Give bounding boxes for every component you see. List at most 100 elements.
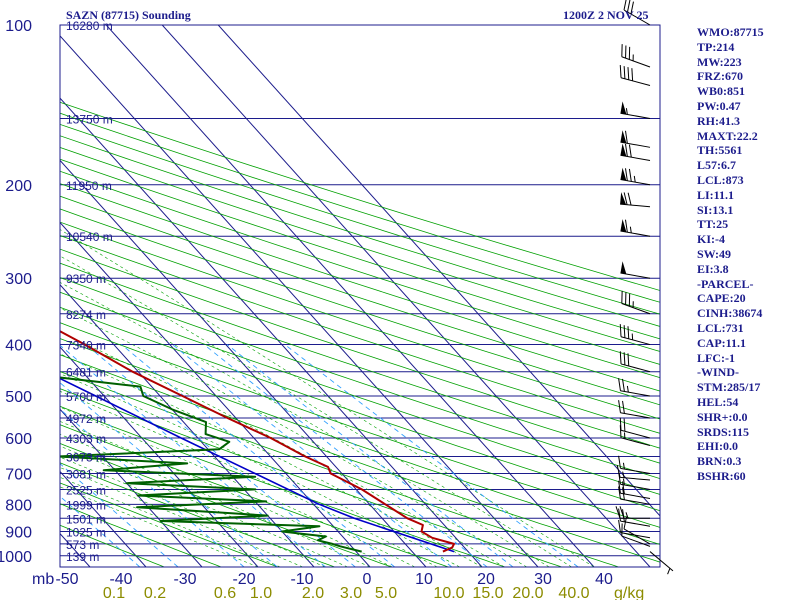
mixing-ratio-line bbox=[172, 344, 453, 567]
pressure-label: 900 bbox=[5, 524, 32, 541]
plot-frame bbox=[59, 24, 661, 568]
dry-adiabat bbox=[60, 146, 660, 340]
height-label: 7340 m bbox=[66, 339, 106, 353]
isotherm-line bbox=[60, 346, 259, 567]
moist-adiabat bbox=[60, 229, 595, 567]
index-item: BRN:0.3 bbox=[697, 454, 742, 469]
pressure-label: 400 bbox=[5, 338, 32, 355]
wind-barb bbox=[620, 219, 651, 237]
isotherm-line bbox=[105, 25, 595, 567]
moist-adiabat bbox=[60, 433, 371, 567]
height-label: 1025 m bbox=[66, 525, 106, 539]
wind-barb bbox=[618, 455, 651, 475]
index-item: LCL:873 bbox=[697, 172, 744, 187]
moist-adiabat bbox=[60, 467, 303, 567]
mixing-ratio-line bbox=[284, 344, 579, 567]
dry-adiabat bbox=[60, 277, 660, 480]
dry-adiabat bbox=[60, 248, 660, 449]
moist-adiabat bbox=[60, 421, 393, 567]
dry-adiabat bbox=[60, 503, 222, 567]
mixing-ratio-line bbox=[203, 344, 488, 567]
isotherm-line bbox=[60, 408, 203, 567]
index-item: TP:214 bbox=[697, 39, 735, 54]
moist-adiabat bbox=[60, 353, 483, 567]
mixing-ratio-line bbox=[60, 382, 278, 567]
dry-adiabat bbox=[60, 524, 165, 567]
pressure-label: 100 bbox=[5, 18, 32, 35]
pressure-label: 800 bbox=[5, 497, 32, 514]
wind-barb bbox=[618, 519, 651, 539]
index-item: SRDS:115 bbox=[697, 424, 750, 439]
dry-adiabat bbox=[60, 424, 449, 567]
mixing-ratio-line bbox=[60, 408, 245, 567]
height-label: 16280 m bbox=[66, 19, 113, 33]
height-label: 8274 m bbox=[66, 308, 106, 322]
dry-adiabat bbox=[60, 482, 279, 567]
temperature-tick-label: 0 bbox=[363, 571, 372, 588]
wind-barb bbox=[620, 130, 651, 148]
index-item: MW:223 bbox=[697, 54, 742, 69]
wind-barb bbox=[620, 192, 651, 208]
index-item: CAPE:20 bbox=[697, 291, 746, 306]
height-label: 3081 m bbox=[66, 468, 106, 482]
temperature-tick-label: -50 bbox=[55, 571, 78, 588]
pressure-label: 300 bbox=[5, 271, 32, 288]
dry-adiabat bbox=[60, 135, 660, 327]
moist-adiabat bbox=[60, 282, 550, 567]
temperature-tick-label: 40 bbox=[595, 571, 613, 588]
moist-adiabat bbox=[60, 406, 415, 567]
index-item: LI:11.1 bbox=[697, 187, 735, 202]
index-item: FRZ:670 bbox=[697, 69, 743, 84]
dewpoint-trace bbox=[60, 376, 362, 553]
index-item: KI:-4 bbox=[697, 232, 725, 247]
index-item: CINH:38674 bbox=[697, 306, 763, 321]
wind-barb bbox=[621, 523, 651, 547]
dry-adiabat bbox=[60, 123, 660, 315]
wind-barb bbox=[618, 400, 651, 419]
isotherm-line bbox=[60, 221, 371, 567]
index-item: WMO:87715 bbox=[697, 25, 764, 39]
isotherm-line bbox=[60, 284, 315, 567]
index-item: STM:285/17 bbox=[697, 380, 761, 395]
wind-barb bbox=[619, 417, 651, 439]
temperature-tick-label: 20 bbox=[477, 571, 495, 588]
temperature-trace bbox=[60, 330, 455, 553]
wind-barb bbox=[619, 65, 651, 86]
height-label: 10540 m bbox=[66, 230, 113, 244]
wind-barb bbox=[621, 290, 651, 315]
index-item: TH:5561 bbox=[697, 143, 743, 158]
dry-adiabat bbox=[60, 262, 660, 464]
dry-adiabat bbox=[60, 291, 660, 495]
moist-adiabat bbox=[60, 373, 460, 567]
wind-barb bbox=[649, 551, 674, 575]
index-item: BSHR:60 bbox=[697, 468, 746, 483]
wind-barb bbox=[620, 143, 651, 161]
height-label: 1501 m bbox=[66, 512, 106, 526]
pressure-label: 200 bbox=[5, 178, 32, 195]
wind-barb bbox=[620, 101, 651, 119]
wind-barb bbox=[620, 167, 651, 186]
mixing-ratio-label: 0.1 bbox=[103, 585, 125, 600]
mixing-ratio-label: 3.0 bbox=[340, 585, 362, 600]
isotherm-line bbox=[60, 470, 147, 567]
index-item: RH:41.3 bbox=[697, 113, 740, 128]
dry-adiabat bbox=[60, 322, 660, 528]
index-item: SHR+:0.0 bbox=[697, 409, 748, 424]
dry-adiabat bbox=[60, 208, 660, 406]
height-label: 13750 m bbox=[66, 112, 113, 126]
dry-adiabat bbox=[60, 112, 660, 303]
pressure-label: 500 bbox=[5, 389, 32, 406]
temperature-tick-label: -10 bbox=[290, 571, 313, 588]
moist-adiabat bbox=[60, 331, 505, 567]
index-item: PW:0.47 bbox=[697, 98, 741, 113]
dry-adiabat bbox=[60, 306, 660, 512]
mixing-ratio-label: 10.0 bbox=[433, 585, 464, 600]
mixing-ratio-line bbox=[85, 344, 356, 567]
index-item: SW:49 bbox=[697, 246, 732, 261]
dry-adiabat bbox=[60, 170, 660, 365]
wind-barb bbox=[623, 0, 651, 26]
isotherm-line bbox=[0, 25, 34, 567]
wind-barb bbox=[621, 44, 651, 68]
index-item: TT:25 bbox=[697, 217, 729, 232]
